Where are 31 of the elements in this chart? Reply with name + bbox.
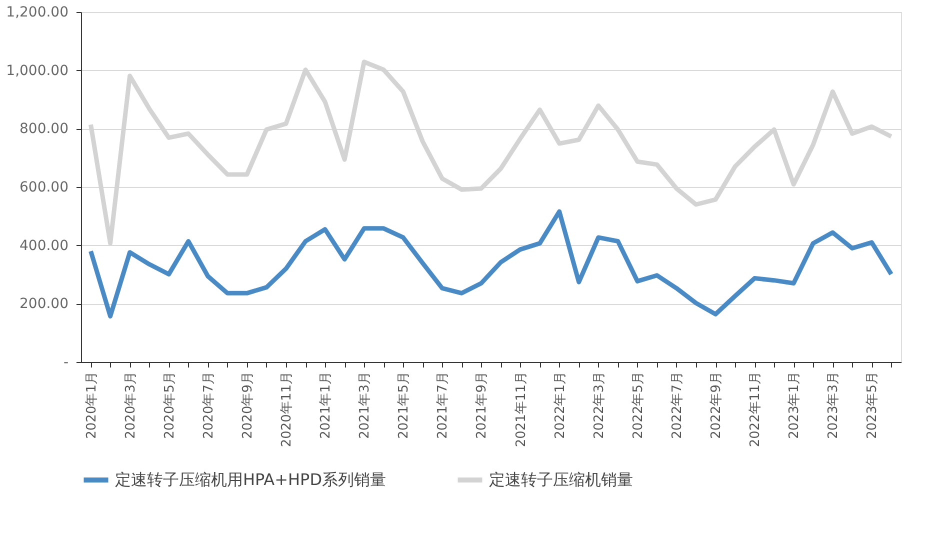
x-tick-label: 2021年5月 — [396, 372, 412, 439]
x-tick-label: 2021年11月 — [514, 372, 529, 448]
x-tick-label: 2022年1月 — [552, 372, 568, 439]
x-tick-label: 2020年7月 — [201, 372, 216, 439]
x-tick-label: 2021年9月 — [474, 372, 490, 439]
y-tick-label: 1,200.00 — [6, 4, 68, 20]
x-tick-label: 2022年9月 — [709, 372, 724, 439]
y-tick-label: - — [63, 354, 68, 370]
y-tick-label: 600.00 — [20, 180, 68, 196]
x-tick-label: 2022年7月 — [670, 372, 685, 439]
x-tick-label: 2022年3月 — [592, 372, 607, 439]
x-tick-label: 2020年5月 — [162, 372, 178, 439]
x-tick-label: 2020年11月 — [280, 372, 294, 448]
y-tick-label: 1,000.00 — [6, 62, 68, 79]
x-tick-label: 2020年1月 — [84, 372, 100, 439]
x-tick-label: 2020年9月 — [240, 372, 256, 439]
legend-label: 定速转子压缩机用HPA+HPD系列销量 — [115, 470, 386, 489]
x-tick-label: 2020年3月 — [123, 372, 138, 439]
y-tick-label: 800.00 — [20, 121, 68, 138]
x-tick-label: 2023年1月 — [787, 372, 802, 439]
x-tick-label: 2023年3月 — [826, 372, 842, 439]
legend-label: 定速转子压缩机销量 — [489, 470, 633, 489]
x-tick-label: 2022年11月 — [748, 372, 764, 448]
x-tick-label: 2021年3月 — [358, 372, 373, 439]
x-tick-label: 2023年5月 — [865, 372, 880, 439]
x-tick-label: 2022年5月 — [630, 372, 646, 439]
y-tick-label: 400.00 — [20, 238, 68, 254]
x-tick-label: 2021年1月 — [318, 372, 334, 439]
line-series — [88, 209, 894, 318]
x-tick-label: 2021年7月 — [436, 372, 451, 439]
y-tick-label: 200.00 — [20, 296, 68, 312]
